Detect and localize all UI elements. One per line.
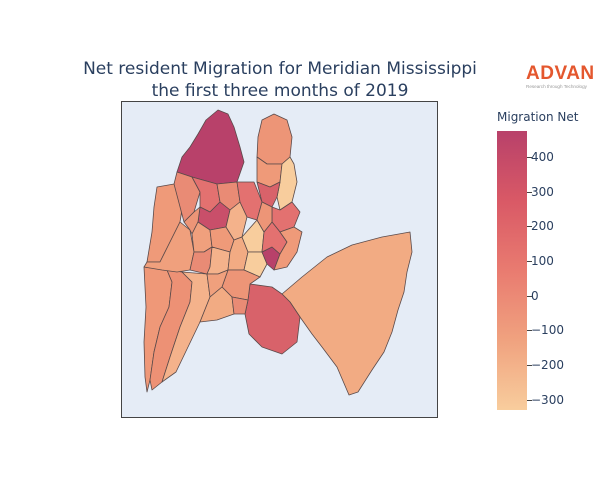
colorbar-tick-label: −300 [531,392,564,407]
region-east-3 [273,226,303,271]
colorbar-tick-label: 300 [531,184,554,199]
colorbar-tick [527,226,532,228]
colorbar-tick-label: 100 [531,253,554,268]
region-southeast [281,231,413,396]
colorbar-tick [527,330,532,332]
colorbar-tick [527,156,532,158]
colorbar-tick-label: 400 [531,149,554,164]
region-central-13 [243,251,268,278]
logo-tagline: Research through Technology [526,84,587,89]
map-area [121,101,438,418]
colorbar-tick [527,364,532,366]
title-line-1: Net resident Migration for Meridian Miss… [83,59,477,79]
colorbar-tick-label: −100 [531,323,564,338]
region-east-4 [256,201,273,233]
colorbar-tick [527,399,532,401]
colorbar-title: Migration Net [497,110,579,124]
logo-name: ADVAN [526,63,595,84]
region-north [176,109,245,185]
chart-title: Net resident Migration for Meridian Miss… [60,58,500,102]
title-line-2: the first three months of 2019 [151,81,409,101]
choropleth-map [143,109,413,396]
colorbar-tick [527,191,532,193]
region-central-16 [206,269,229,298]
colorbar [497,131,527,410]
region-central-18 [231,296,249,315]
colorbar-tick-label: −200 [531,357,564,372]
colorbar-tick-label: 0 [531,288,539,303]
colorbar-tick [527,260,532,262]
colorbar-tick-label: 200 [531,219,554,234]
advan-logo: ADVAN Research through Technology [526,64,594,90]
region-north-east-upper [256,113,293,165]
colorbar-tick [527,295,532,297]
